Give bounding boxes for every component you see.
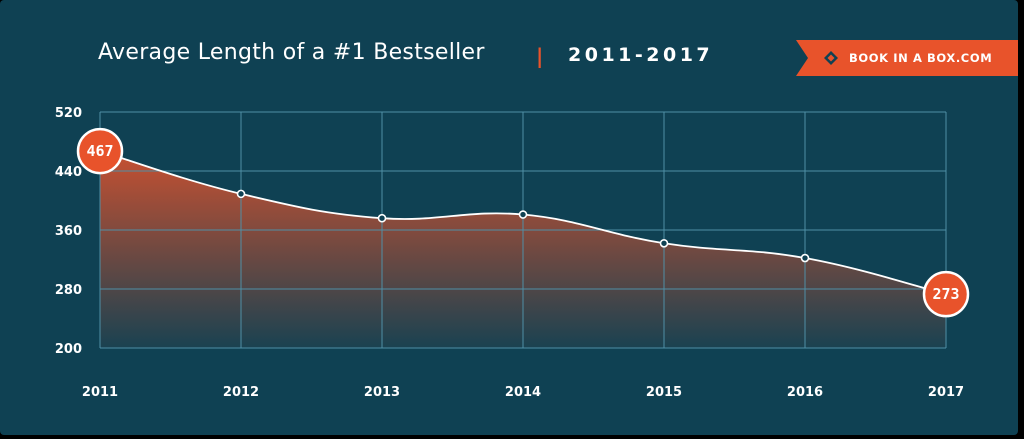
data-point — [659, 238, 669, 248]
ribbon-shape — [796, 40, 1018, 76]
value-badge-label: 273 — [932, 285, 959, 303]
x-tick-label: 2017 — [928, 385, 964, 400]
y-tick-label: 360 — [55, 224, 82, 239]
title-year-range: 2011-2017 — [568, 44, 714, 66]
x-tick-label: 2014 — [505, 385, 541, 400]
x-tick-label: 2016 — [787, 385, 823, 400]
x-tick-label: 2013 — [364, 385, 400, 400]
data-point — [377, 213, 387, 223]
data-point — [236, 189, 246, 199]
brand-ribbon[interactable]: BOOK IN A BOX.COM — [796, 40, 1018, 76]
x-tick-label: 2015 — [646, 385, 682, 400]
box-logo-icon — [824, 51, 838, 65]
x-tick-label: 2011 — [82, 385, 118, 400]
y-tick-label: 520 — [55, 106, 82, 121]
value-badge-label: 467 — [86, 142, 113, 160]
brand-label: BOOK IN A BOX.COM — [849, 51, 993, 65]
value-badge — [922, 270, 970, 318]
x-tick-label: 2012 — [223, 385, 259, 400]
data-point — [518, 210, 528, 219]
y-tick-label: 200 — [55, 342, 82, 357]
title-separator: | — [536, 44, 544, 68]
value-badge — [76, 127, 124, 175]
y-tick-label: 440 — [55, 165, 82, 180]
y-tick-label: 280 — [55, 283, 82, 298]
chart-title: Average Length of a #1 Bestseller — [98, 40, 485, 65]
data-point — [800, 253, 810, 263]
